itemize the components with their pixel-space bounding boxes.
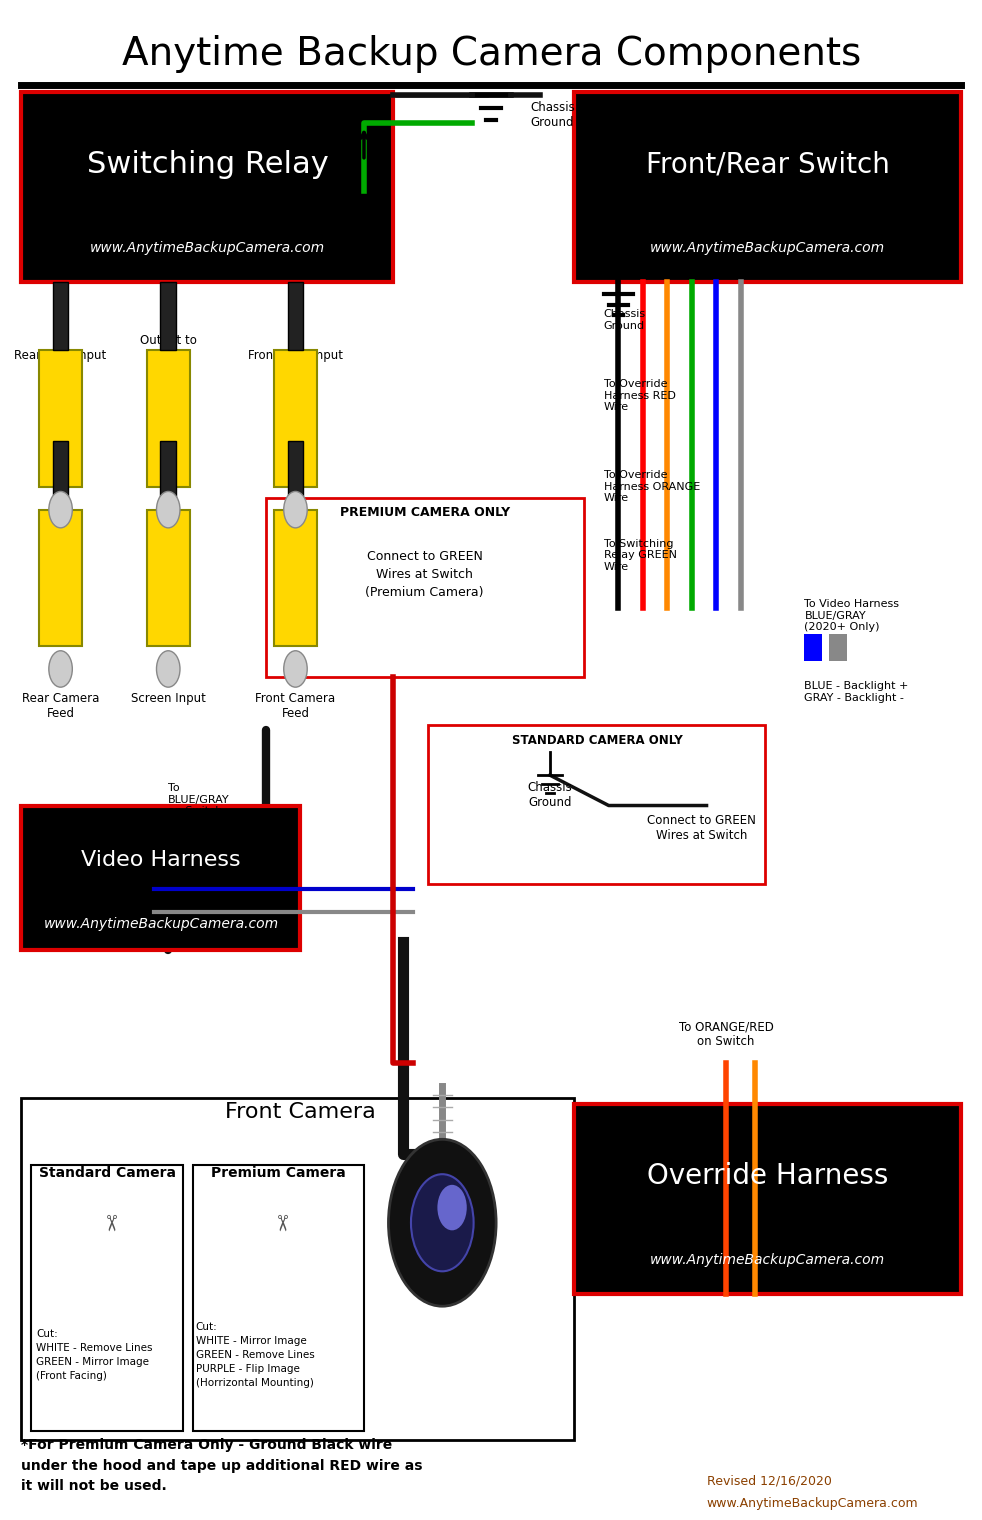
Text: Chassis
Ground: Chassis Ground — [530, 102, 575, 129]
FancyBboxPatch shape — [22, 806, 300, 950]
Text: To Override
Harness ORANGE
Wire: To Override Harness ORANGE Wire — [604, 470, 700, 503]
Text: Front Cam Input: Front Cam Input — [248, 350, 343, 362]
Text: Video Harness: Video Harness — [82, 850, 241, 871]
Text: Front Camera: Front Camera — [225, 1102, 376, 1122]
Circle shape — [156, 491, 180, 527]
Text: *For Premium Camera Only - Ground Black wire
under the hood and tape up addition: *For Premium Camera Only - Ground Black … — [22, 1438, 423, 1493]
Text: Connect to GREEN
Wires at Switch: Connect to GREEN Wires at Switch — [647, 815, 756, 842]
Text: STANDARD CAMERA ONLY: STANDARD CAMERA ONLY — [512, 734, 682, 746]
Text: Chassis
Ground: Chassis Ground — [527, 781, 573, 809]
Bar — [146, 350, 190, 486]
Text: To Video Harness
BLUE/GRAY
(2020+ Only): To Video Harness BLUE/GRAY (2020+ Only) — [804, 599, 900, 632]
Text: Switching Relay: Switching Relay — [86, 150, 328, 179]
Text: Front/Rear Switch: Front/Rear Switch — [646, 150, 890, 178]
Bar — [39, 350, 82, 486]
Bar — [146, 509, 190, 646]
Text: Revised 12/16/2020: Revised 12/16/2020 — [707, 1474, 832, 1487]
Bar — [160, 283, 176, 350]
FancyBboxPatch shape — [22, 1099, 574, 1439]
Text: ✂: ✂ — [269, 1213, 289, 1233]
Text: www.AnytimeBackupCamera.com: www.AnytimeBackupCamera.com — [650, 242, 886, 255]
Text: To Override
Harness RED
Wire: To Override Harness RED Wire — [604, 380, 676, 412]
Text: Rear Cam Input: Rear Cam Input — [15, 350, 107, 362]
Text: To GREEN
Wire on
Switch: To GREEN Wire on Switch — [238, 125, 295, 167]
Circle shape — [156, 651, 180, 687]
Text: To
BLUE/GRAY
on Switch
(2020+ Only): To BLUE/GRAY on Switch (2020+ Only) — [168, 783, 244, 828]
FancyBboxPatch shape — [266, 497, 584, 676]
Text: Override Harness: Override Harness — [647, 1163, 889, 1190]
Text: Front Camera
Feed: Front Camera Feed — [255, 692, 336, 720]
Bar — [829, 634, 846, 661]
Text: www.AnytimeBackupCamera.com: www.AnytimeBackupCamera.com — [650, 1252, 886, 1268]
Text: PREMIUM CAMERA ONLY: PREMIUM CAMERA ONLY — [340, 506, 510, 520]
FancyBboxPatch shape — [22, 93, 394, 283]
Circle shape — [389, 1140, 496, 1306]
Text: Cut:
WHITE - Remove Lines
GREEN - Mirror Image
(Front Facing): Cut: WHITE - Remove Lines GREEN - Mirror… — [36, 1328, 152, 1380]
Text: ✂: ✂ — [97, 1213, 118, 1233]
Bar — [288, 283, 303, 350]
Circle shape — [437, 1184, 466, 1230]
Text: To Switching
Relay GREEN
Wire: To Switching Relay GREEN Wire — [604, 538, 677, 572]
Text: Screen Input: Screen Input — [131, 692, 205, 705]
Circle shape — [284, 651, 307, 687]
Circle shape — [49, 491, 73, 527]
Text: www.AnytimeBackupCamera.com: www.AnytimeBackupCamera.com — [43, 917, 279, 930]
Text: www.AnytimeBackupCamera.com: www.AnytimeBackupCamera.com — [89, 242, 325, 255]
Bar — [274, 350, 317, 486]
Text: www.AnytimeBackupCamera.com: www.AnytimeBackupCamera.com — [707, 1497, 918, 1509]
Text: Standard Camera: Standard Camera — [39, 1166, 176, 1180]
FancyBboxPatch shape — [31, 1166, 183, 1430]
Bar — [804, 634, 822, 661]
Bar — [288, 441, 303, 509]
Text: BLUE - Backlight +
GRAY - Backlight -: BLUE - Backlight + GRAY - Backlight - — [804, 681, 908, 702]
Bar — [274, 509, 317, 646]
Text: Cut:
WHITE - Mirror Image
GREEN - Remove Lines
PURPLE - Flip Image
(Horrizontal : Cut: WHITE - Mirror Image GREEN - Remove… — [195, 1322, 314, 1388]
Circle shape — [411, 1175, 473, 1271]
Bar — [39, 509, 82, 646]
Circle shape — [284, 491, 307, 527]
Circle shape — [49, 651, 73, 687]
FancyBboxPatch shape — [427, 725, 765, 885]
FancyBboxPatch shape — [574, 93, 961, 283]
Text: Premium Camera: Premium Camera — [211, 1166, 347, 1180]
Bar — [53, 441, 69, 509]
FancyBboxPatch shape — [574, 1105, 961, 1294]
Bar — [160, 441, 176, 509]
Text: Rear Camera
Feed: Rear Camera Feed — [22, 692, 99, 720]
Bar — [53, 283, 69, 350]
Text: Anytime Backup Camera Components: Anytime Backup Camera Components — [122, 35, 861, 73]
FancyBboxPatch shape — [192, 1166, 364, 1430]
Text: Output to
Screen: Output to Screen — [139, 334, 196, 362]
Text: Connect to GREEN
Wires at Switch
(Premium Camera): Connect to GREEN Wires at Switch (Premiu… — [365, 550, 484, 599]
Text: To ORANGE/RED
on Switch: To ORANGE/RED on Switch — [679, 1020, 774, 1049]
Text: Chassis
Ground: Chassis Ground — [604, 309, 646, 331]
